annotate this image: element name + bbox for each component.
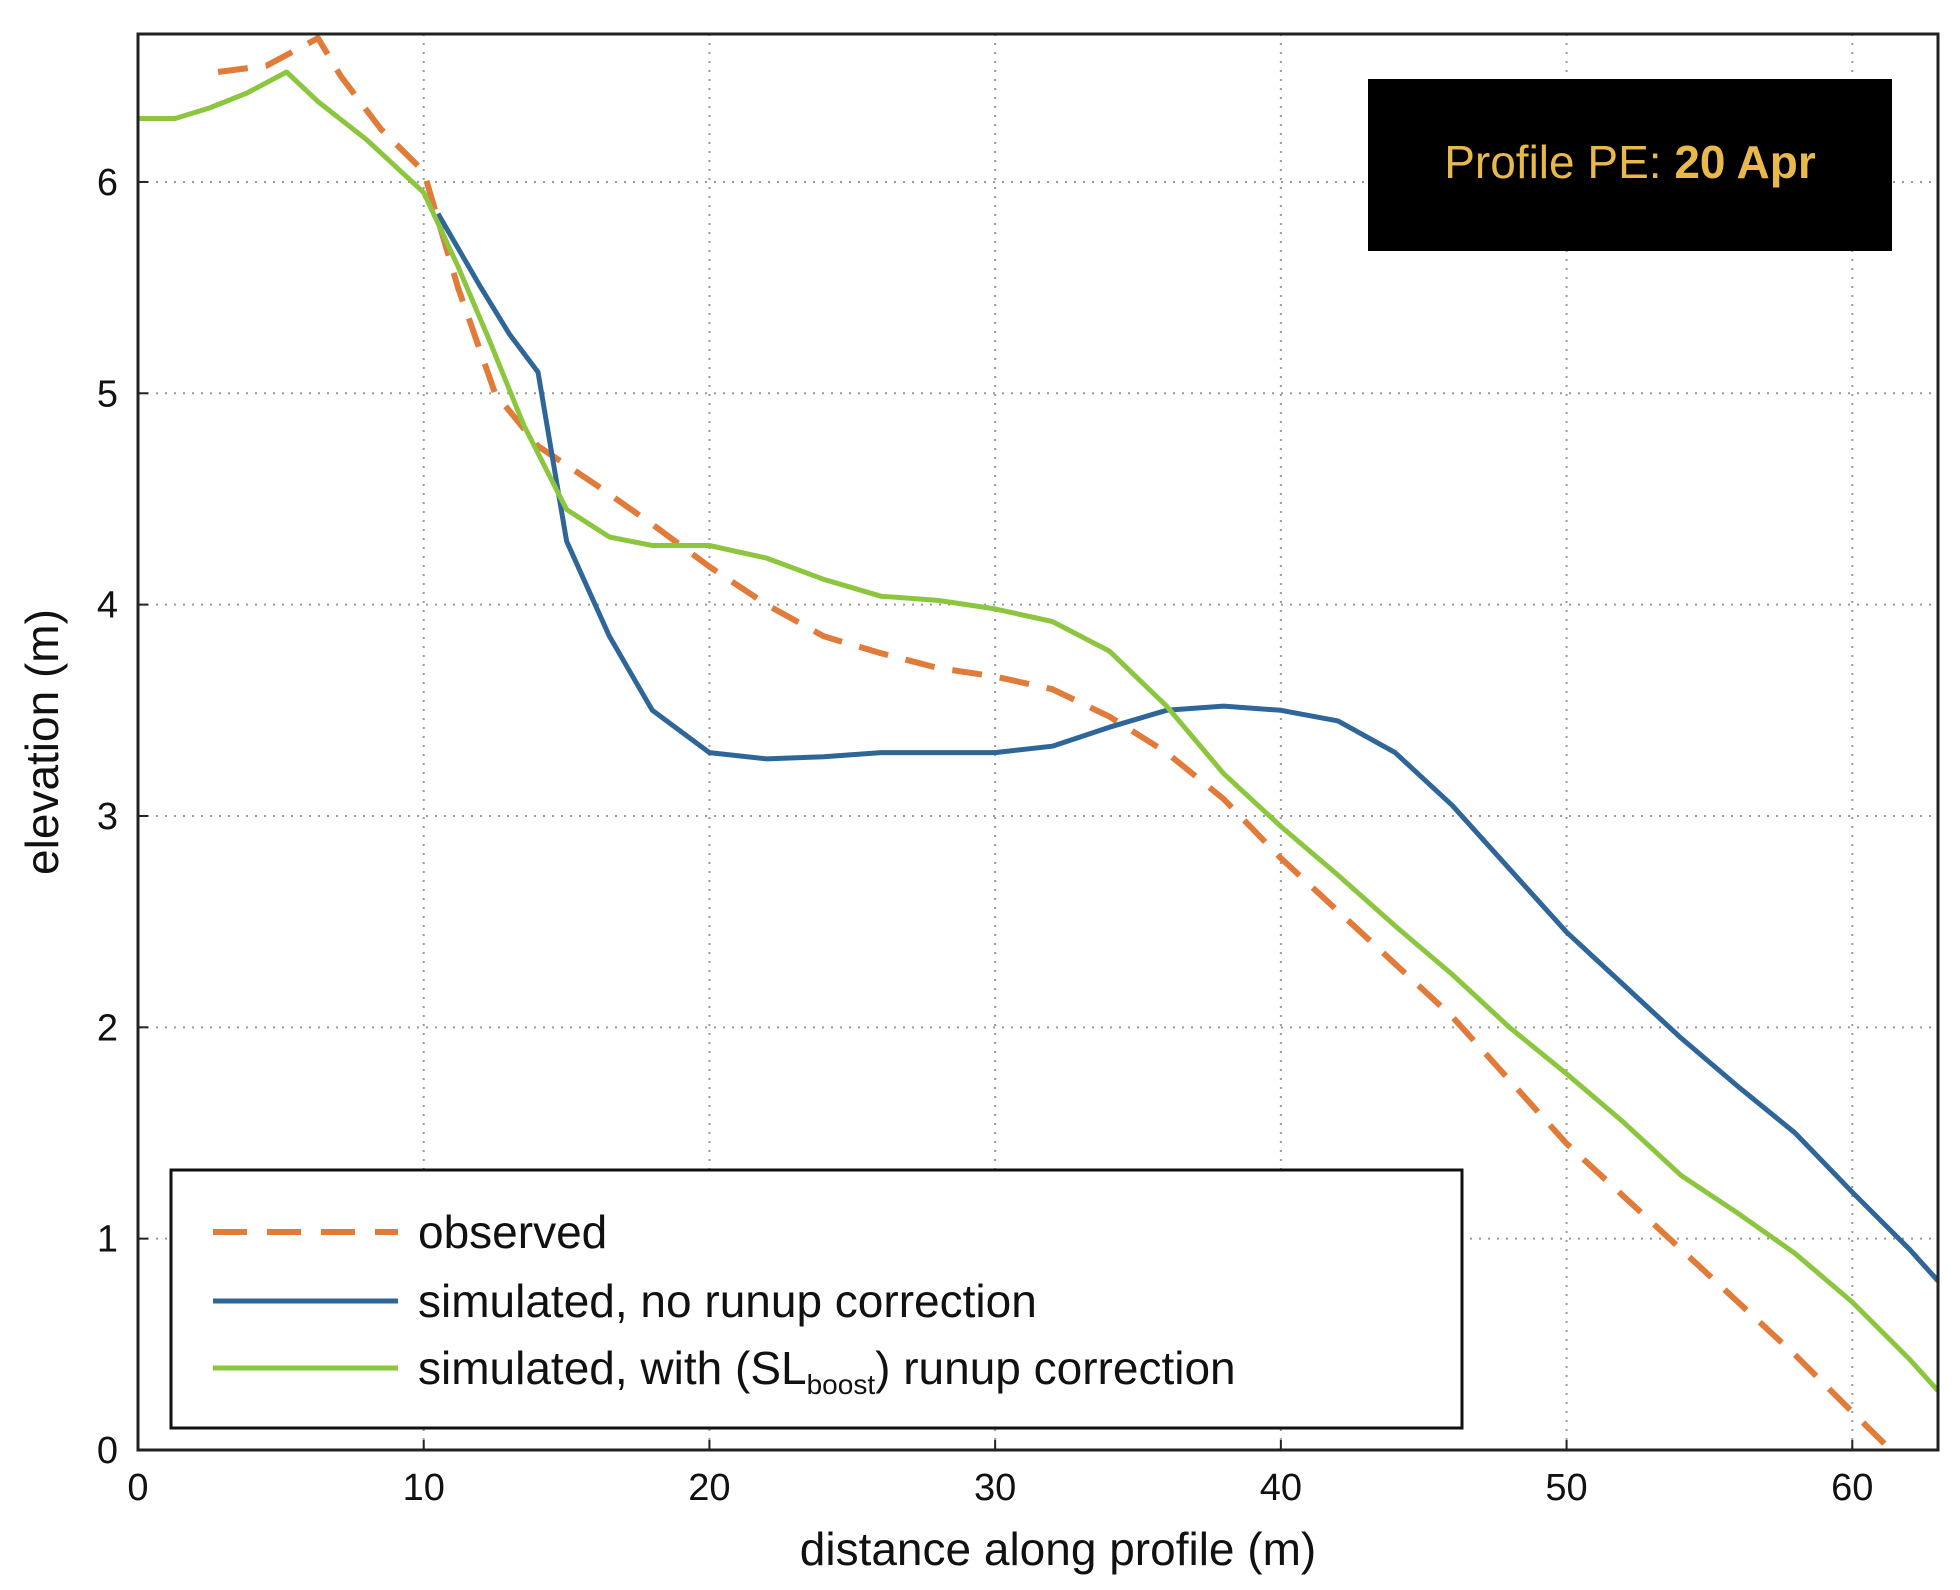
x-tick-label: 60 [1831,1467,1873,1509]
y-tick-label: 3 [97,796,118,838]
legend-label-no-runup: simulated, no runup correction [418,1275,1037,1327]
series-line-1 [435,212,1938,1283]
y-tick-label: 4 [97,585,118,627]
series-line-0 [217,35,1889,1448]
y-tick-label: 1 [97,1219,118,1261]
profile-badge: Profile PE: 20 Apr [1368,79,1892,251]
series-line-2 [138,69,1938,1393]
y-tick-label: 0 [97,1430,118,1472]
series-group [138,35,1938,1448]
x-tick-label: 30 [974,1467,1016,1509]
profile-badge-background [1368,79,1892,251]
legend-label-with-runup-suffix: ) runup correction [875,1342,1236,1394]
x-axis-label: distance along profile (m) [800,1523,1316,1575]
axes-frame [136,32,1940,1452]
x-tick-label: 10 [403,1467,445,1509]
x-tick-label: 20 [688,1467,730,1509]
profile-badge-date: 20 Apr [1674,136,1816,188]
y-axis-label: elevation (m) [16,609,68,875]
y-tick-label: 2 [97,1007,118,1049]
legend-label-with-runup-subscript: boost [807,1369,876,1400]
profile-badge-text: Profile PE: 20 Apr [1444,136,1816,188]
x-tick-label: 40 [1260,1467,1302,1509]
x-tick-label: 0 [127,1467,148,1509]
legend: observed simulated, no runup correction … [169,1168,1464,1430]
y-tick-label: 6 [97,162,118,204]
ticks: 0 10 20 30 40 50 60 0 1 2 3 4 5 6 [97,162,1874,1509]
y-tick-label: 5 [97,373,118,415]
legend-label-with-runup-prefix: simulated, with (SL [418,1342,807,1394]
legend-label-observed: observed [418,1206,607,1258]
legend-label-with-runup: simulated, with (SLboost) runup correcti… [418,1342,1236,1400]
x-tick-label: 50 [1545,1467,1587,1509]
profile-badge-prefix: Profile PE: [1444,136,1674,188]
